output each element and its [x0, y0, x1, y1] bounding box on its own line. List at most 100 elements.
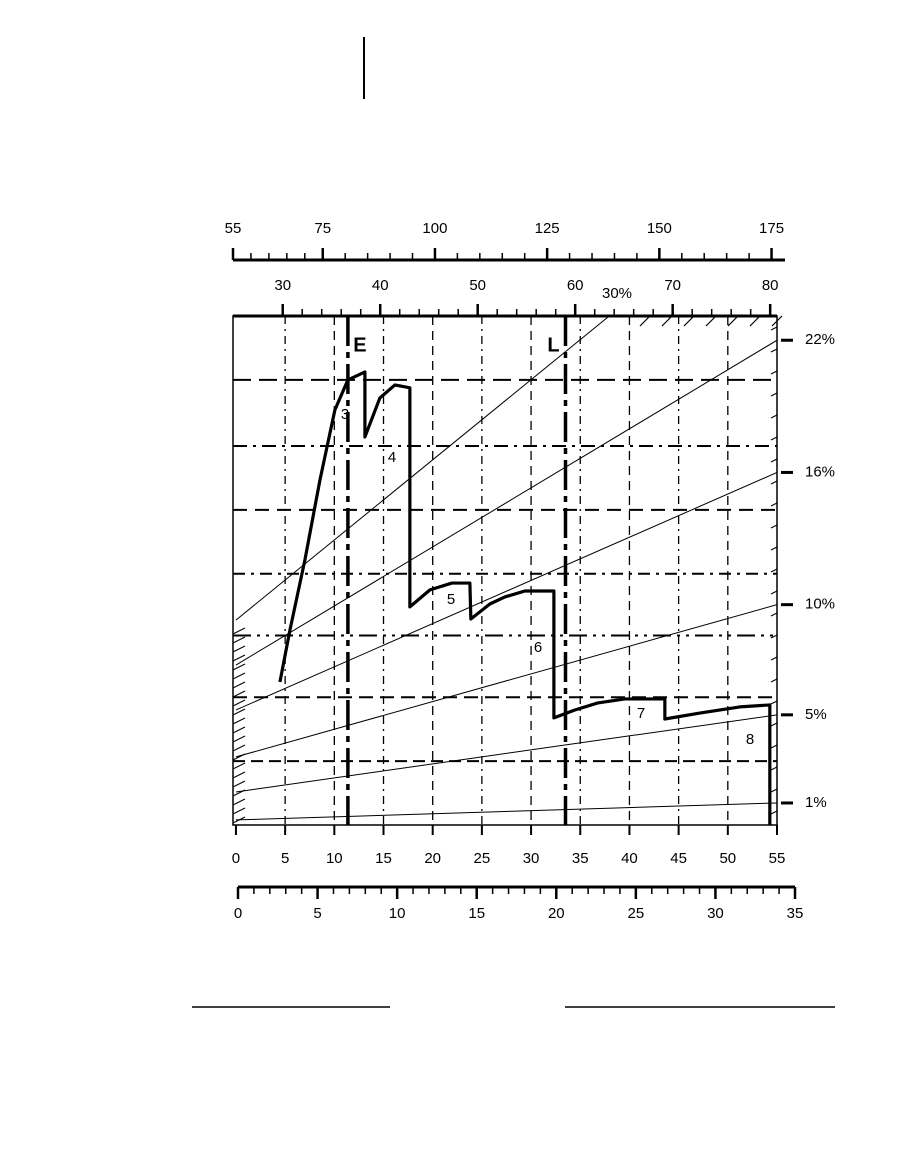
x-tick-label: 50 [719, 850, 736, 867]
x-tick-label: 15 [375, 850, 392, 867]
x-tick-label: 5 [281, 850, 289, 867]
curve-label: 6 [534, 639, 542, 656]
gradient-line [235, 339, 777, 666]
curve-label: 4 [388, 449, 396, 466]
hatch [770, 326, 778, 331]
y-tick-label: 1% [805, 794, 827, 811]
hatch [661, 315, 673, 327]
x-tick-label: 35 [572, 850, 589, 867]
hatch [232, 771, 246, 779]
curve-label: 3 [341, 406, 349, 423]
x-tick-label: 175 [759, 220, 784, 237]
hatch [770, 392, 778, 397]
x-tick-label: 30 [274, 277, 291, 294]
x-tick-label: 125 [535, 220, 560, 237]
gradient-line [235, 316, 611, 621]
hatch [770, 612, 778, 617]
hatch [770, 436, 778, 441]
hatch [770, 766, 778, 771]
hatch [770, 590, 778, 595]
hatch [232, 807, 246, 815]
marker-label: E [353, 334, 366, 356]
series-line [278, 370, 772, 825]
hatch [232, 699, 246, 707]
hatch [770, 722, 778, 727]
x-tick-label: 80 [762, 277, 779, 294]
x-tick-label: 35 [787, 905, 804, 922]
hatch [232, 753, 246, 761]
y-tick-label: 5% [805, 706, 827, 723]
x-tick-label: 25 [628, 905, 645, 922]
hatch [770, 788, 778, 793]
hatch [771, 315, 783, 327]
hatch [770, 810, 778, 815]
x-tick-label: 10 [389, 905, 406, 922]
hatch [770, 568, 778, 573]
hatch [749, 315, 761, 327]
hatch [770, 744, 778, 749]
hatch [770, 634, 778, 639]
x-tick-label: 45 [670, 850, 687, 867]
hatch [232, 744, 246, 752]
plot-area [233, 316, 777, 825]
hatch [232, 798, 246, 806]
x-tick-label: 40 [372, 277, 389, 294]
x-tick-label: 150 [647, 220, 672, 237]
hatch [770, 370, 778, 375]
hatch [232, 789, 246, 797]
x-tick-label: 40 [621, 850, 638, 867]
x-tick-label: 10 [326, 850, 343, 867]
hatch [770, 348, 778, 353]
x-tick-label: 15 [468, 905, 485, 922]
hatch [232, 627, 246, 635]
hatch [232, 654, 246, 662]
curve-label: 7 [637, 705, 645, 722]
x-tick-label: 0 [234, 905, 242, 922]
x-tick-label: 0 [232, 850, 240, 867]
x-tick-label: 30 [523, 850, 540, 867]
hatch [232, 672, 246, 680]
hatch [232, 816, 246, 824]
curve-label: 5 [447, 591, 455, 608]
hatch [770, 480, 778, 485]
x-tick-label: 55 [225, 220, 242, 237]
hatch [727, 315, 739, 327]
y-tick-label: 10% [805, 596, 835, 613]
hatch [232, 708, 246, 716]
hatch [232, 762, 246, 770]
gradient-line [235, 802, 777, 821]
hatch [770, 524, 778, 529]
x-tick-label: 20 [548, 905, 565, 922]
x-tick-label: 25 [474, 850, 491, 867]
hatch [639, 315, 651, 327]
hatch [705, 315, 717, 327]
hatch [683, 315, 695, 327]
hatch [232, 636, 246, 644]
hatch [770, 546, 778, 551]
hatch [232, 663, 246, 671]
hatch [232, 717, 246, 725]
x-tick-label: 75 [314, 220, 331, 237]
marker-label: L [547, 334, 559, 356]
gradient-line [235, 714, 777, 793]
hatch [770, 414, 778, 419]
hatch [770, 458, 778, 463]
x-tick-label: 55 [769, 850, 786, 867]
x-tick-label: 5 [313, 905, 321, 922]
x-tick-label: 30 [707, 905, 724, 922]
hatch [770, 502, 778, 507]
hatch [770, 656, 778, 661]
x-tick-label: 50 [469, 277, 486, 294]
curve-label: 8 [746, 731, 754, 748]
gradient-label: 30% [602, 285, 632, 302]
hatch [232, 645, 246, 653]
x-tick-label: 100 [422, 220, 447, 237]
x-tick-label: 60 [567, 277, 584, 294]
hatch [232, 681, 246, 689]
y-tick-label: 16% [805, 463, 835, 480]
plot-frame [232, 315, 778, 826]
hatch [232, 735, 246, 743]
hatch [770, 678, 778, 683]
gradient-line [235, 471, 777, 711]
